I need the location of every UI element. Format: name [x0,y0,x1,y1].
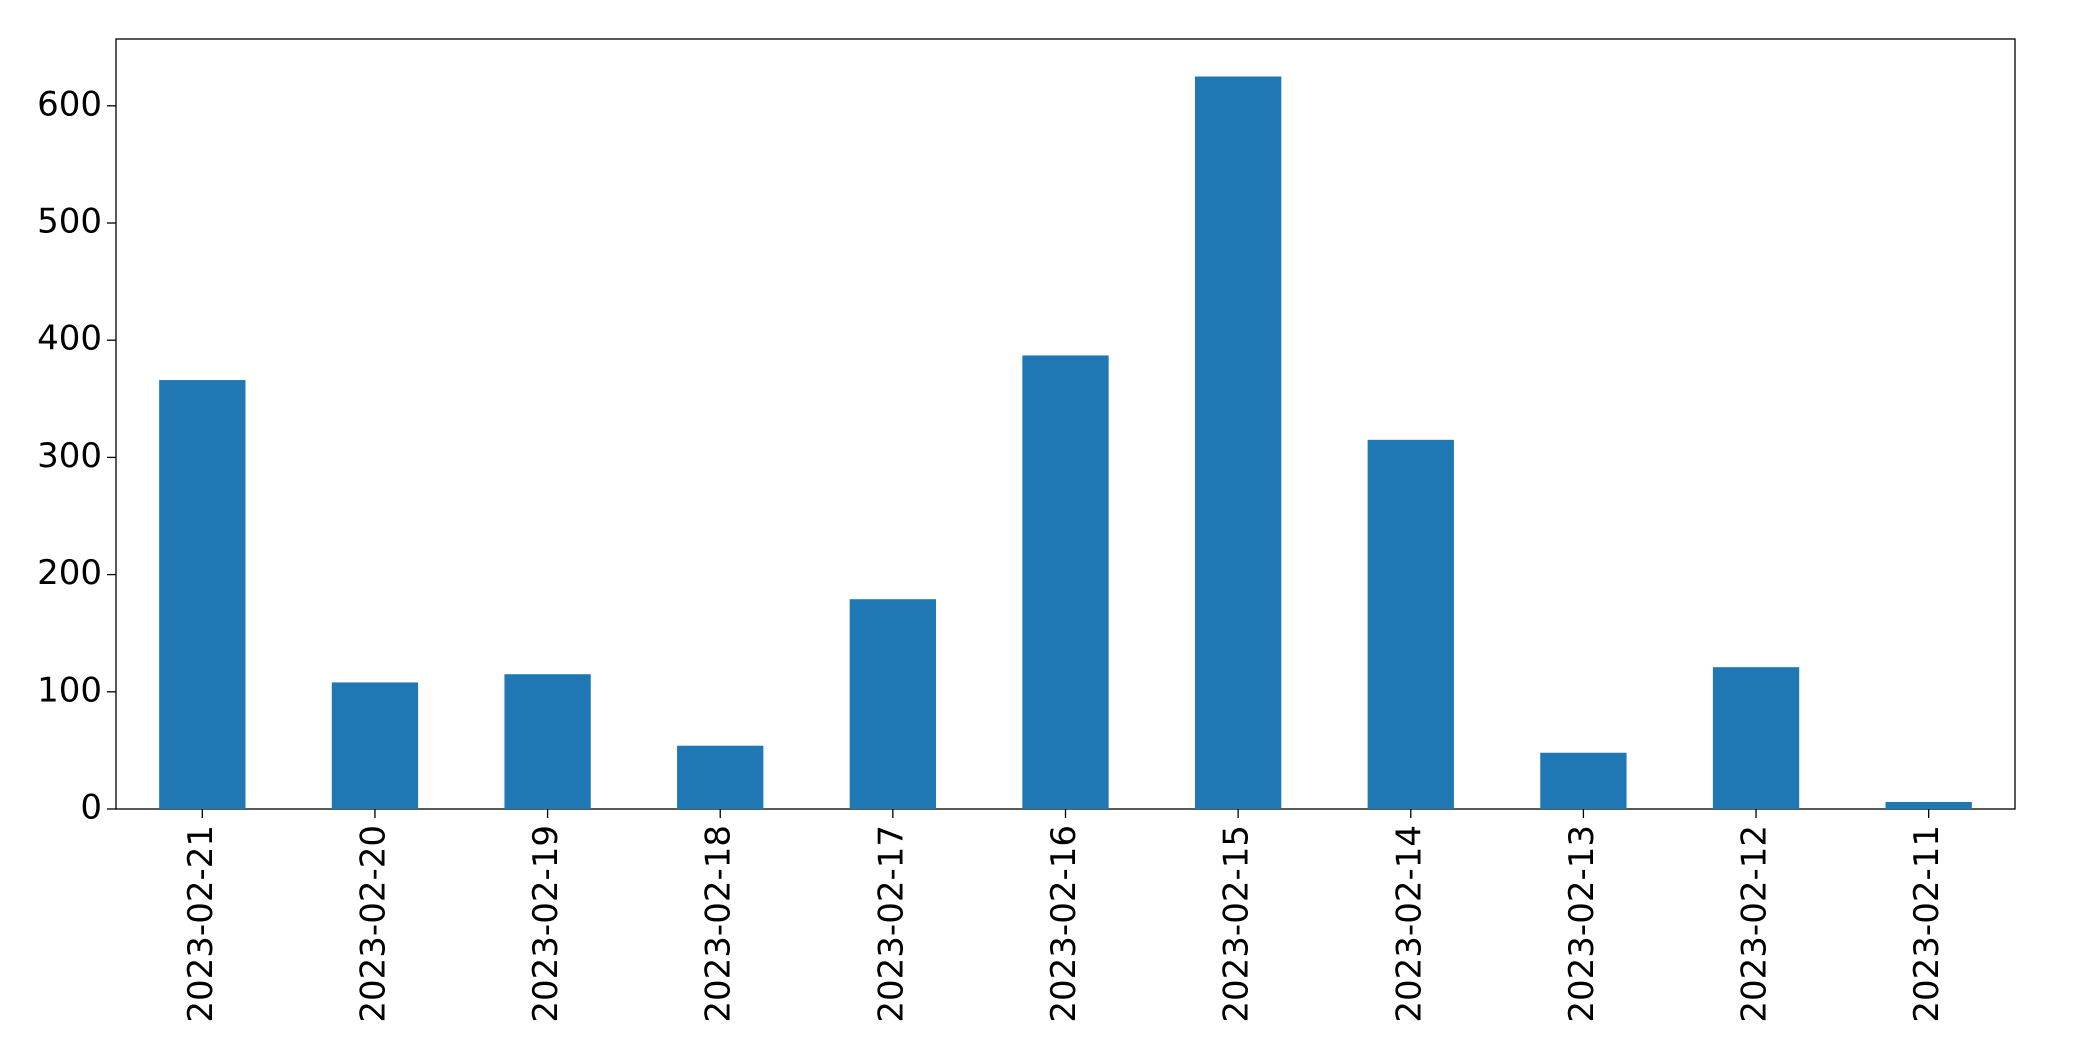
x-tick-label: 2023-02-19 [526,825,566,1023]
y-tick-label: 0 [80,788,102,828]
x-tick-label: 2023-02-17 [871,825,911,1023]
bar [1885,801,1972,809]
bar [504,674,591,809]
bar [1540,752,1627,809]
x-tick-label: 2023-02-15 [1217,825,1257,1023]
x-tick-label: 2023-02-20 [353,825,393,1023]
bar [331,682,419,809]
y-tick-label: 400 [37,319,102,359]
bar [1194,76,1282,810]
y-tick-label: 300 [37,436,102,476]
bar [1022,355,1109,809]
bar [1367,439,1454,809]
bar [677,745,764,809]
x-tick-label: 2023-02-14 [1389,825,1429,1023]
x-tick-label: 2023-02-16 [1044,825,1084,1023]
bar [849,599,937,809]
x-tick-label: 2023-02-13 [1562,825,1602,1023]
x-tick-label: 2023-02-18 [699,825,739,1023]
x-tick-label: 2023-02-12 [1735,825,1775,1023]
bar [159,380,246,809]
x-tick-label: 2023-02-11 [1907,825,1947,1023]
y-tick-label: 600 [37,84,102,124]
bar [1712,667,1800,809]
y-tick-label: 500 [37,202,102,242]
y-tick-label: 200 [37,553,102,593]
x-tick-label: 2023-02-21 [181,825,221,1023]
y-tick-label: 100 [37,670,102,710]
